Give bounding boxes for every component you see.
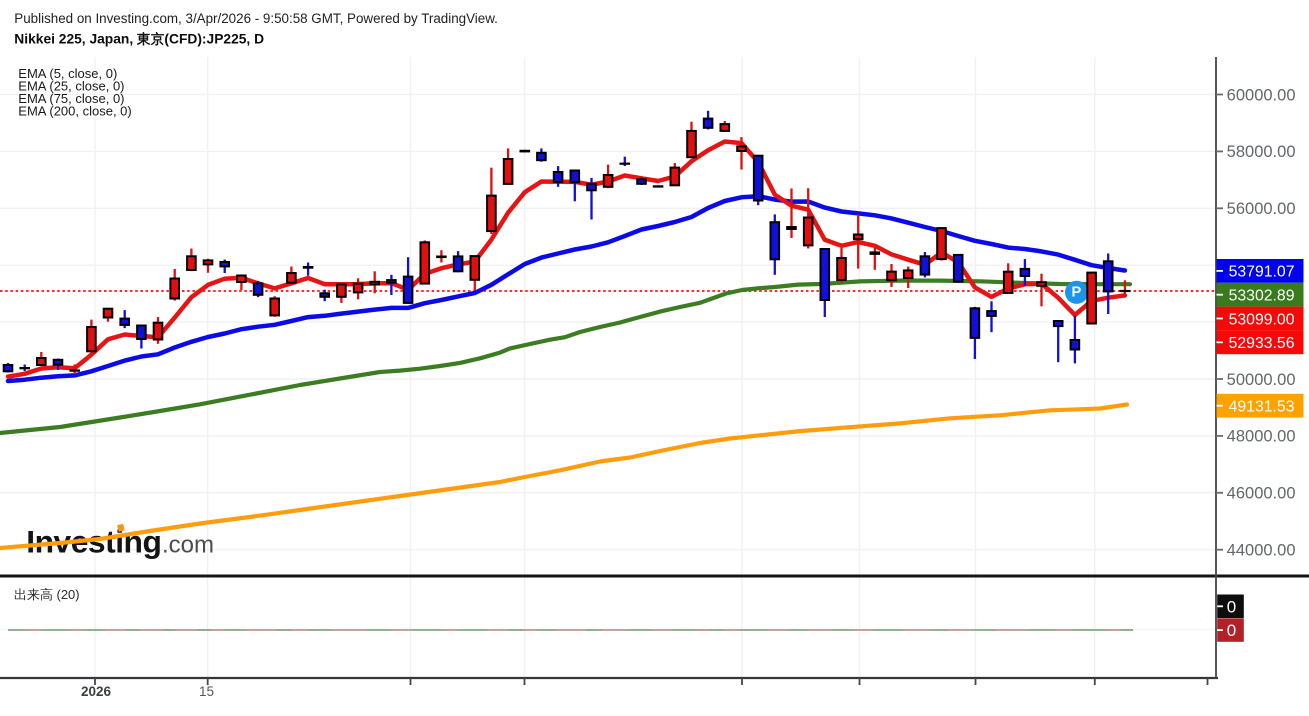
svg-text:60000.00: 60000.00	[1227, 86, 1296, 104]
svg-text:EMA (200, close, 0): EMA (200, close, 0)	[18, 104, 131, 119]
svg-text:(20): (20)	[57, 587, 80, 602]
svg-text:2026: 2026	[81, 684, 112, 699]
svg-text:P: P	[1072, 284, 1082, 300]
svg-text:48000.00: 48000.00	[1227, 428, 1296, 446]
svg-text:EMA (25, close, 0): EMA (25, close, 0)	[18, 78, 124, 93]
svg-text:EMA (75, close, 0): EMA (75, close, 0)	[18, 91, 124, 106]
svg-text:58000.00: 58000.00	[1227, 143, 1296, 161]
svg-text:52933.56: 52933.56	[1229, 335, 1295, 352]
svg-text:Published on Investing.com, 3/: Published on Investing.com, 3/Apr/2026 -…	[14, 11, 498, 26]
svg-text:44000.00: 44000.00	[1227, 542, 1296, 560]
svg-text:50000.00: 50000.00	[1227, 371, 1296, 389]
svg-text:53099.00: 53099.00	[1229, 311, 1295, 328]
svg-text:EMA (5, close, 0): EMA (5, close, 0)	[18, 66, 117, 81]
svg-text:56000.00: 56000.00	[1227, 200, 1296, 218]
svg-text:46000.00: 46000.00	[1227, 485, 1296, 503]
svg-text:15: 15	[199, 684, 214, 699]
svg-text:49131.53: 49131.53	[1229, 399, 1295, 416]
svg-text:53791.07: 53791.07	[1229, 264, 1295, 281]
svg-text:.com: .com	[162, 532, 214, 559]
svg-text:53302.89: 53302.89	[1229, 288, 1295, 305]
svg-text:0: 0	[1227, 597, 1236, 616]
svg-text:(CFD):JP225, D: (CFD):JP225, D	[164, 32, 264, 47]
svg-text:Nikkei 225, Japan,: Nikkei 225, Japan,	[14, 32, 137, 47]
svg-text:0: 0	[1227, 621, 1236, 640]
